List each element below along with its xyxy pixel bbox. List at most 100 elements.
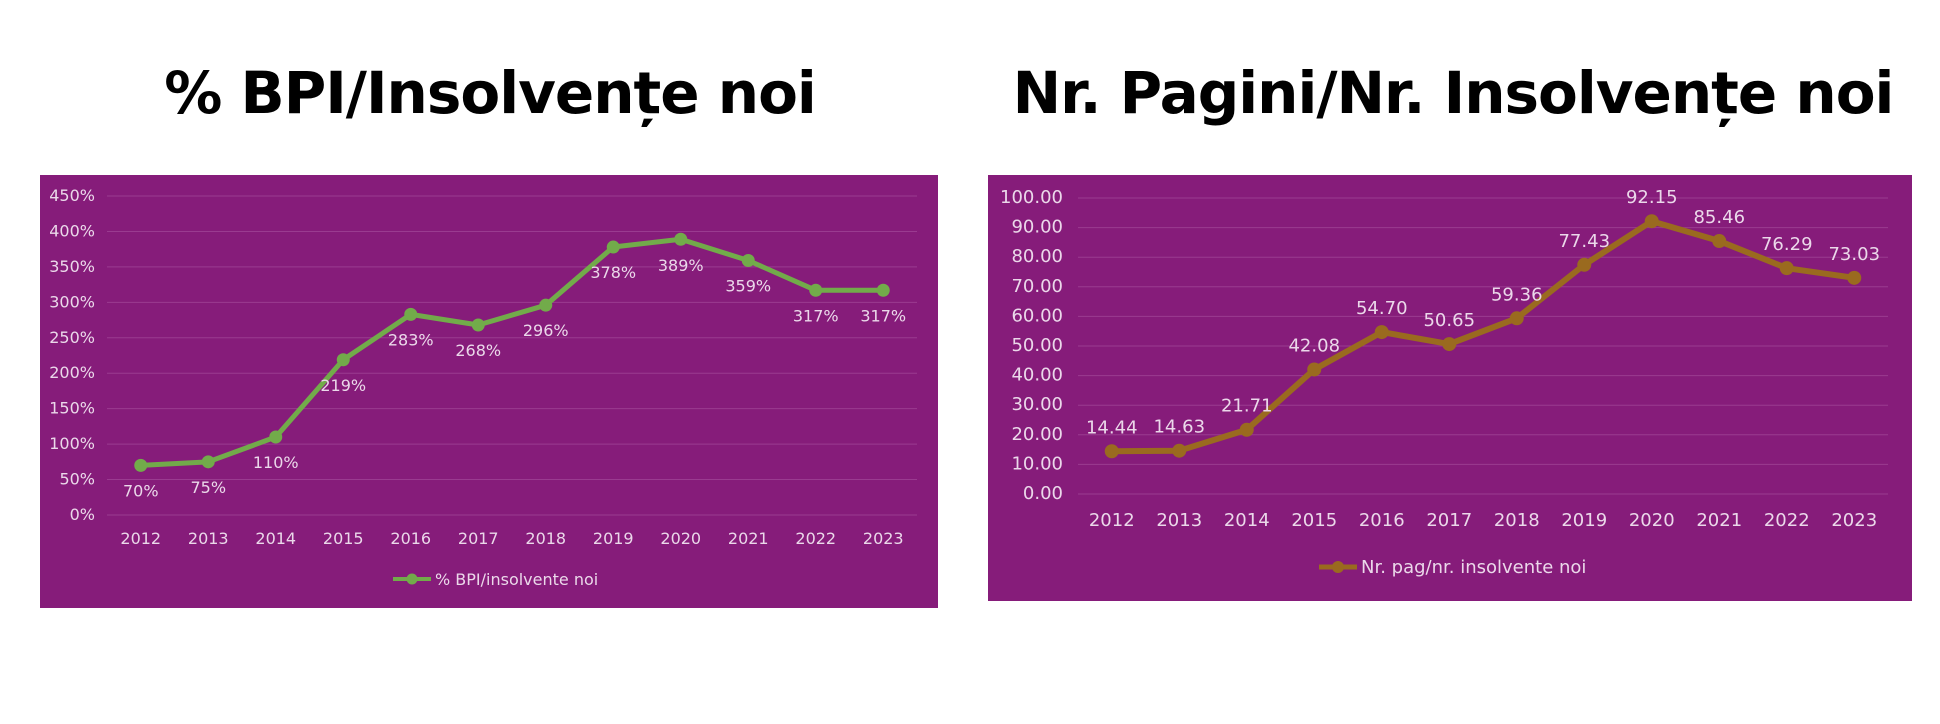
- x-tick-label: 2013: [188, 529, 229, 548]
- data-point: [809, 283, 823, 297]
- y-tick-label: 90.00: [1011, 217, 1063, 238]
- y-tick-label: 40.00: [1011, 365, 1063, 386]
- data-label: 76.29: [1761, 234, 1813, 255]
- y-tick-label: 200%: [49, 363, 95, 382]
- x-tick-label: 2015: [323, 529, 364, 548]
- data-point: [1442, 337, 1457, 352]
- y-tick-label: 80.00: [1011, 246, 1063, 267]
- chart-heading-bpi: % BPI/Insolvențe noi: [164, 59, 817, 127]
- x-tick-label: 2023: [863, 529, 904, 548]
- data-label: 378%: [590, 263, 636, 282]
- x-tick-label: 2022: [795, 529, 836, 548]
- y-tick-label: 150%: [49, 399, 95, 418]
- data-label: 75%: [190, 478, 226, 497]
- y-tick-label: 100%: [49, 434, 95, 453]
- y-tick-label: 350%: [49, 257, 95, 276]
- x-tick-label: 2021: [728, 529, 769, 548]
- x-tick-label: 2012: [1089, 510, 1135, 531]
- x-tick-label: 2012: [120, 529, 161, 548]
- data-label: 268%: [455, 341, 501, 360]
- data-point: [336, 353, 350, 367]
- data-point: [674, 232, 688, 246]
- plot-background: [988, 175, 1912, 601]
- data-point: [1374, 325, 1389, 340]
- x-tick-label: 2023: [1831, 510, 1877, 531]
- data-point: [1644, 214, 1659, 229]
- x-tick-label: 2013: [1156, 510, 1202, 531]
- x-tick-label: 2018: [1494, 510, 1540, 531]
- data-label: 14.63: [1153, 417, 1205, 438]
- data-point: [1779, 261, 1794, 276]
- x-tick-label: 2019: [1561, 510, 1607, 531]
- y-tick-label: 70.00: [1011, 276, 1063, 297]
- data-label: 110%: [253, 453, 299, 472]
- x-tick-label: 2016: [390, 529, 431, 548]
- y-tick-label: 300%: [49, 292, 95, 311]
- x-tick-label: 2018: [525, 529, 566, 548]
- legend-label: % BPI/insolvente noi: [435, 570, 598, 589]
- plot-background: [40, 175, 938, 608]
- x-tick-label: 2014: [1224, 510, 1270, 531]
- y-tick-label: 20.00: [1011, 424, 1063, 445]
- x-tick-label: 2015: [1291, 510, 1337, 531]
- data-point: [269, 430, 283, 444]
- data-point: [201, 455, 215, 469]
- data-label: 14.44: [1086, 417, 1138, 438]
- x-tick-label: 2014: [255, 529, 296, 548]
- legend-marker: [406, 573, 418, 585]
- chart-svg-pages: 0.00 10.00 20.00 30.00 40.00 50.00 60.00 70.00 8…: [988, 175, 1912, 601]
- x-tick-label: 2020: [1629, 510, 1675, 531]
- data-label: 70%: [123, 481, 159, 500]
- data-point: [741, 254, 755, 268]
- y-tick-label: 450%: [49, 186, 95, 205]
- y-tick-label: 400%: [49, 221, 95, 240]
- chart-panel-bpi: 0% 50% 100% 150% 200% 250% 300% 350% 400% 450% 201…: [40, 175, 938, 608]
- data-label: 50.65: [1423, 310, 1475, 331]
- data-label: 219%: [320, 376, 366, 395]
- data-label: 59.36: [1491, 284, 1543, 305]
- y-tick-label: 100.00: [1000, 187, 1063, 208]
- y-tick-label: 30.00: [1011, 394, 1063, 415]
- data-label: 73.03: [1828, 244, 1880, 265]
- data-label: 317%: [793, 306, 839, 325]
- data-point: [1509, 311, 1524, 326]
- data-point: [1239, 422, 1254, 437]
- chart-panel-pages: 0.00 10.00 20.00 30.00 40.00 50.00 60.00 70.00 8…: [988, 175, 1912, 601]
- x-tick-label: 2017: [458, 529, 499, 548]
- data-point: [134, 458, 148, 472]
- x-tick-label: 2020: [660, 529, 701, 548]
- data-point: [1712, 234, 1727, 249]
- data-point: [539, 298, 553, 312]
- data-label: 389%: [658, 256, 704, 275]
- chart-svg-bpi: 0% 50% 100% 150% 200% 250% 300% 350% 400% 450% 201…: [40, 175, 938, 608]
- chart-heading-pages: Nr. Pagini/Nr. Insolvențe noi: [1012, 59, 1895, 127]
- x-tick-label: 2017: [1426, 510, 1472, 531]
- legend-marker: [1332, 561, 1344, 573]
- y-tick-label: 50.00: [1011, 335, 1063, 356]
- data-label: 296%: [523, 321, 569, 340]
- legend-label: Nr. pag/nr. insolvente noi: [1361, 557, 1586, 578]
- data-label: 283%: [388, 330, 434, 349]
- data-point: [606, 240, 620, 254]
- x-tick-label: 2021: [1696, 510, 1742, 531]
- x-tick-label: 2022: [1764, 510, 1810, 531]
- x-tick-label: 2016: [1359, 510, 1405, 531]
- series-line: [138, 236, 886, 468]
- data-point: [1172, 443, 1187, 458]
- data-point: [1847, 270, 1862, 285]
- data-point: [404, 307, 418, 321]
- y-tick-label: 0.00: [1023, 483, 1063, 504]
- data-point: [471, 318, 485, 332]
- data-point: [1307, 362, 1322, 377]
- data-label: 42.08: [1288, 335, 1340, 356]
- data-label: 92.15: [1626, 187, 1678, 208]
- x-tick-label: 2019: [593, 529, 634, 548]
- y-tick-label: 60.00: [1011, 305, 1063, 326]
- data-label: 85.46: [1693, 207, 1745, 228]
- series-line: [1108, 218, 1858, 455]
- data-label: 77.43: [1558, 231, 1610, 252]
- data-label: 21.71: [1221, 396, 1273, 417]
- data-label: 54.70: [1356, 298, 1408, 319]
- y-tick-label: 50%: [59, 470, 95, 489]
- data-label: 359%: [725, 277, 771, 296]
